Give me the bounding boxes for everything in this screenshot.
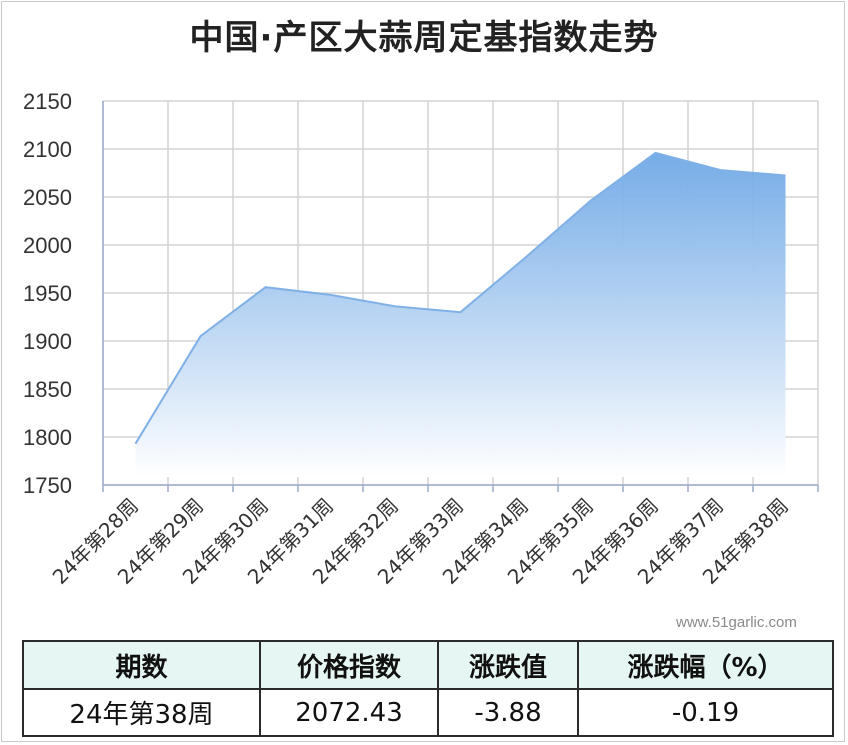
chart-title: 中国·产区大蒜周定基指数走势: [189, 18, 659, 58]
cell-change-percent: -0.19: [577, 688, 834, 737]
y-tick-label: 1800: [23, 425, 72, 450]
summary-table: 期数 价格指数 涨跌值 涨跌幅（%） 24年第38周 2072.43 -3.88…: [22, 640, 834, 737]
header-price-index: 价格指数: [259, 640, 439, 690]
cell-change-value: -3.88: [437, 688, 579, 737]
summary-header-row: 期数 价格指数 涨跌值 涨跌幅（%）: [22, 640, 834, 690]
y-tick-label: 1900: [23, 329, 72, 354]
cell-price-index: 2072.43: [259, 688, 439, 737]
y-tick-label: 1850: [23, 377, 72, 402]
y-tick-label: 1750: [23, 473, 72, 498]
series-area-fill: [135, 152, 786, 478]
y-tick-label: 2000: [23, 233, 72, 258]
y-tick-labels: 1750 1800 1850 1900 1950 2000 2050 2100 2150: [23, 89, 72, 498]
header-change-value: 涨跌值: [437, 640, 579, 690]
series-area: [134, 151, 786, 478]
x-tick-labels: 24年第28周24年第29周24年第30周24年第31周24年第32周24年第3…: [48, 494, 793, 589]
y-tick-label: 2150: [23, 89, 72, 114]
y-tick-label: 2100: [23, 137, 72, 162]
header-period: 期数: [22, 640, 261, 690]
header-change-percent: 涨跌幅（%）: [577, 640, 834, 690]
axes: [102, 101, 819, 492]
watermark-text: www.51garlic.com: [676, 614, 797, 631]
area-chart: 1750 1800 1850 1900 1950 2000 2050 2100 2150 24年…: [23, 89, 819, 589]
y-tick-label: 2050: [23, 185, 72, 210]
y-tick-label: 1950: [23, 281, 72, 306]
cell-period: 24年第38周: [22, 688, 261, 737]
summary-data-row: 24年第38周 2072.43 -3.88 -0.19: [22, 688, 834, 737]
